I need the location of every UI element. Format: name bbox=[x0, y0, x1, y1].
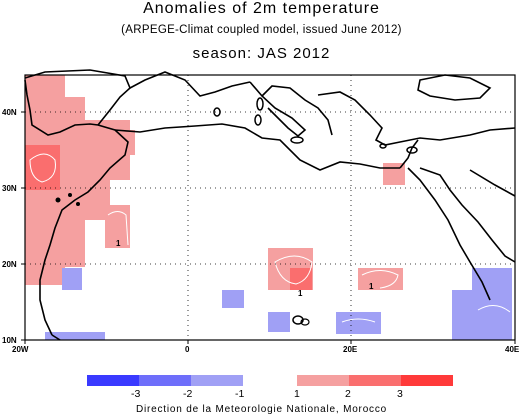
colorbar-label: -3 bbox=[131, 388, 140, 400]
contour-label: 1 bbox=[369, 282, 374, 291]
credit-line: Direction de la Meteorologie Nationale, … bbox=[135, 404, 388, 415]
lakes bbox=[300, 318, 310, 326]
map-title: Anomalies of 2m temperature bbox=[143, 0, 380, 17]
tick-marks bbox=[21, 111, 516, 344]
contour-label: 1 bbox=[298, 289, 303, 298]
cold-cell bbox=[268, 312, 290, 332]
colorbar-swatch-neg2 bbox=[139, 375, 191, 386]
warm-cell bbox=[290, 268, 312, 290]
warm-cell bbox=[60, 97, 85, 267]
lat-tick-40n: 40N bbox=[2, 108, 17, 117]
contour-lines bbox=[29, 153, 511, 323]
colorbar-swatch-neg1 bbox=[191, 375, 243, 386]
colorbar-swatch-neg3 bbox=[87, 375, 139, 386]
season-label: season: JAS 2012 bbox=[192, 45, 331, 62]
colorbar-swatch-pos2 bbox=[349, 375, 401, 386]
colorbar-label: -2 bbox=[183, 388, 192, 400]
cold-cell bbox=[62, 268, 82, 290]
contour-label: 1 bbox=[116, 239, 121, 248]
colorbar-label: -1 bbox=[235, 388, 244, 400]
lon-tick-0: 0 bbox=[185, 345, 190, 354]
lat-tick-10n: 10N bbox=[2, 336, 17, 345]
warm-cell bbox=[25, 225, 45, 250]
cold-cell bbox=[222, 290, 244, 308]
colorbar-label: 3 bbox=[397, 388, 403, 400]
colorbar-swatch-pos1 bbox=[297, 375, 349, 386]
colorbar-label: 1 bbox=[294, 388, 300, 400]
cold-cell bbox=[336, 312, 381, 334]
lat-tick-20n: 20N bbox=[2, 260, 17, 269]
lon-tick-40e: 40E bbox=[505, 345, 520, 354]
warm-cell bbox=[105, 205, 130, 248]
colorbar-label: 2 bbox=[345, 388, 351, 400]
colorbar: -3 -2 -1 1 2 3 bbox=[87, 375, 453, 400]
lon-tick-20e: 20E bbox=[343, 345, 358, 354]
colorbar-swatch-pos3 bbox=[401, 375, 453, 386]
cold-cell bbox=[472, 268, 512, 340]
cold-cell bbox=[45, 332, 105, 340]
map-subtitle: (ARPEGE-Climat coupled model, issued Jun… bbox=[121, 24, 402, 36]
lon-tick-20w: 20W bbox=[12, 345, 29, 354]
map-frame bbox=[24, 74, 516, 341]
warm-cell bbox=[130, 130, 135, 155]
lat-tick-30n: 30N bbox=[2, 184, 17, 193]
grid-lines bbox=[25, 75, 515, 340]
cold-cell bbox=[452, 290, 474, 340]
